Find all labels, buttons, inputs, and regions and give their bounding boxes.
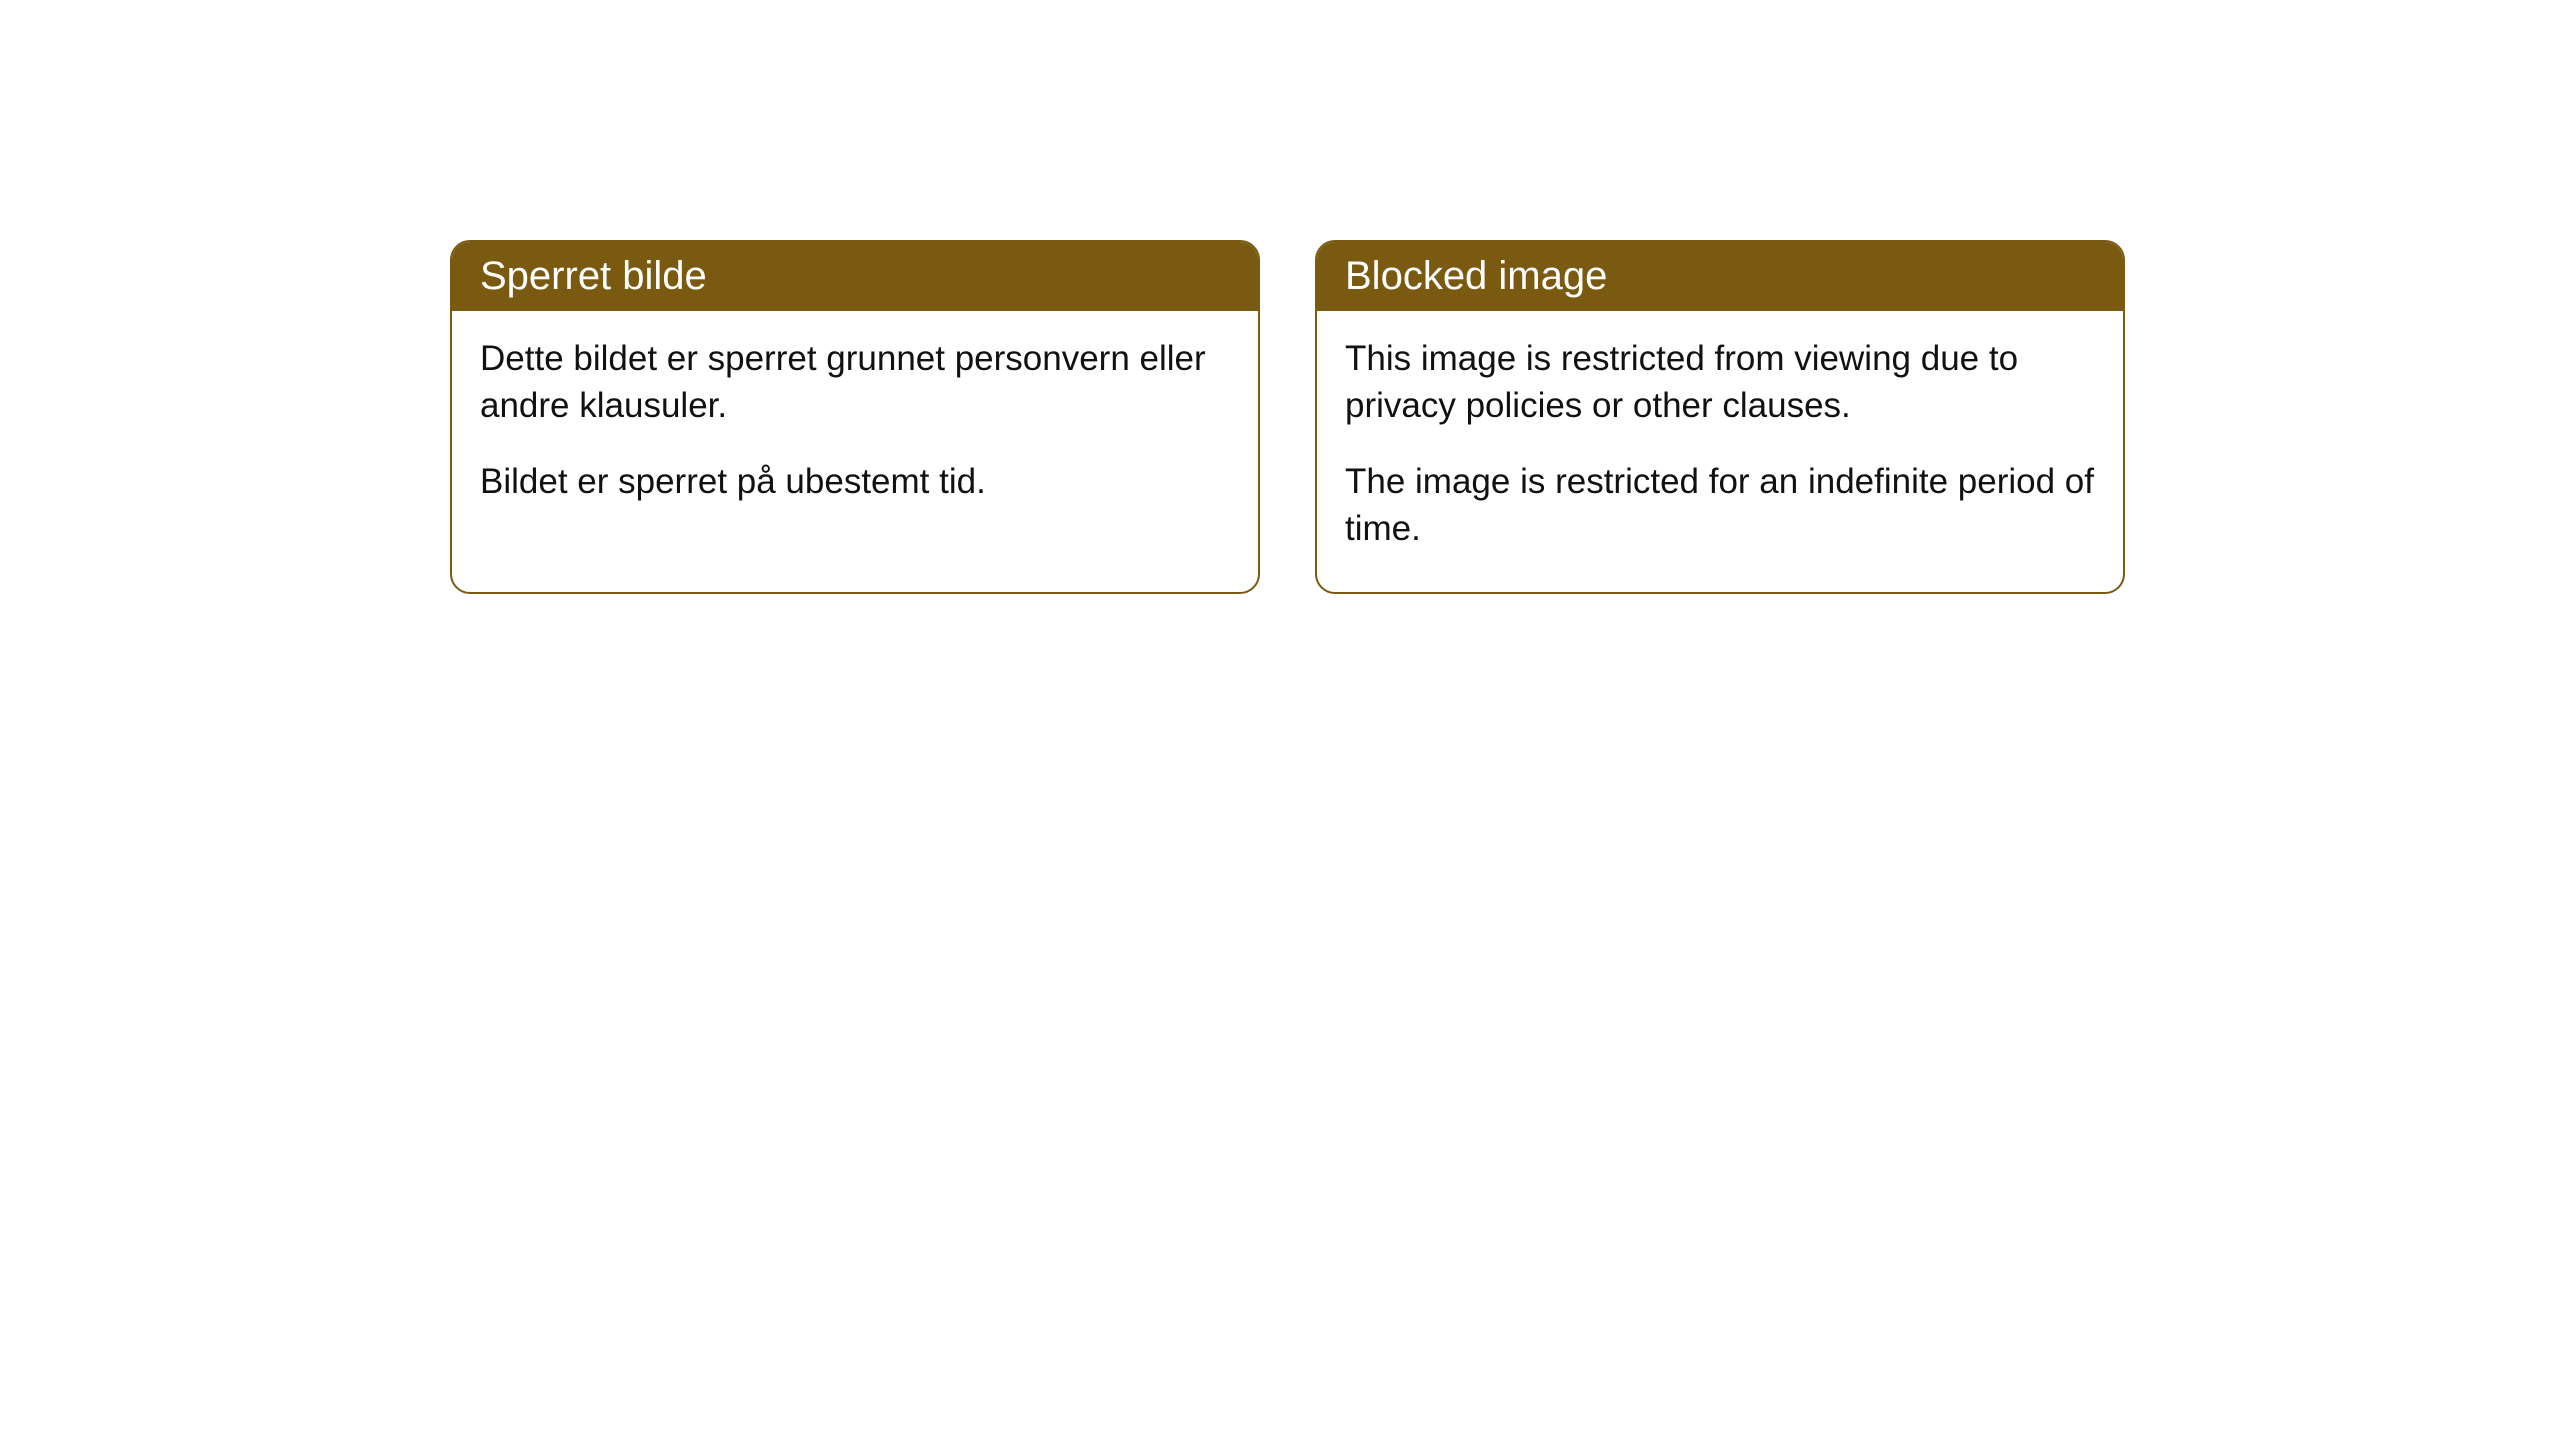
cards-container: Sperret bilde Dette bildet er sperret gr… bbox=[450, 240, 2560, 594]
card-header: Blocked image bbox=[1317, 242, 2123, 311]
card-paragraph: The image is restricted for an indefinit… bbox=[1345, 458, 2095, 553]
card-blocked-image-en: Blocked image This image is restricted f… bbox=[1315, 240, 2125, 594]
card-paragraph: Bildet er sperret på ubestemt tid. bbox=[480, 458, 1230, 505]
card-paragraph: Dette bildet er sperret grunnet personve… bbox=[480, 335, 1230, 430]
card-blocked-image-no: Sperret bilde Dette bildet er sperret gr… bbox=[450, 240, 1260, 594]
card-header: Sperret bilde bbox=[452, 242, 1258, 311]
card-body: This image is restricted from viewing du… bbox=[1317, 311, 2123, 592]
card-body: Dette bildet er sperret grunnet personve… bbox=[452, 311, 1258, 545]
card-paragraph: This image is restricted from viewing du… bbox=[1345, 335, 2095, 430]
